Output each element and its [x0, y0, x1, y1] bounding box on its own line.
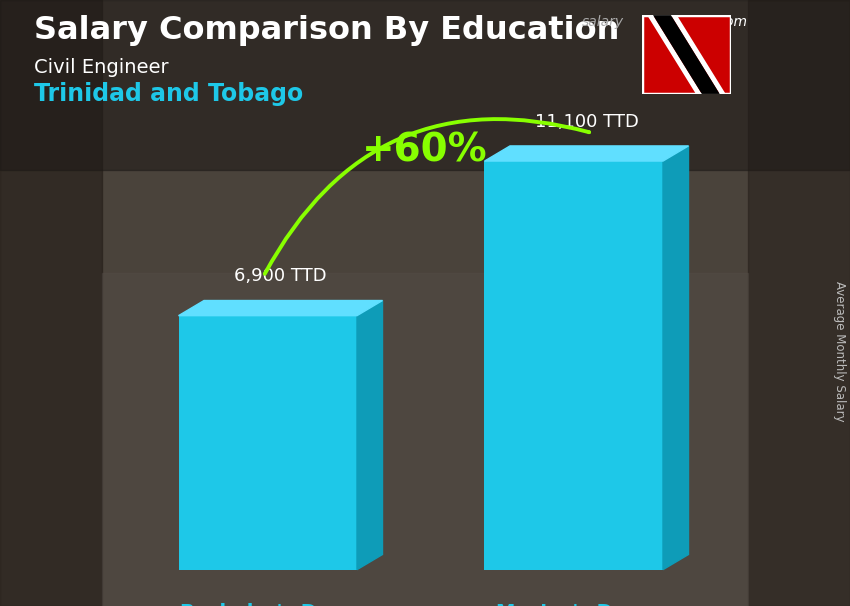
- Text: Civil Engineer: Civil Engineer: [34, 58, 168, 76]
- Polygon shape: [671, 15, 726, 94]
- Text: +60%: +60%: [362, 132, 488, 170]
- Polygon shape: [663, 146, 688, 570]
- Text: 11,100 TTD: 11,100 TTD: [535, 113, 638, 131]
- Polygon shape: [178, 301, 382, 316]
- Text: explorer: explorer: [643, 15, 709, 29]
- Text: Master's Degree: Master's Degree: [496, 603, 677, 606]
- Bar: [484, 161, 663, 570]
- Text: salary: salary: [582, 15, 625, 29]
- Polygon shape: [484, 146, 688, 161]
- Polygon shape: [647, 15, 702, 94]
- Bar: [178, 316, 357, 570]
- FancyArrowPatch shape: [265, 119, 589, 274]
- Polygon shape: [357, 301, 382, 570]
- Text: 6,900 TTD: 6,900 TTD: [235, 267, 326, 285]
- Text: Trinidad and Tobago: Trinidad and Tobago: [34, 82, 303, 106]
- Text: .com: .com: [713, 15, 747, 29]
- Text: Bachelor's Degree: Bachelor's Degree: [180, 603, 381, 606]
- Text: Salary Comparison By Education: Salary Comparison By Education: [34, 15, 620, 46]
- Polygon shape: [653, 15, 720, 94]
- Text: Average Monthly Salary: Average Monthly Salary: [833, 281, 846, 422]
